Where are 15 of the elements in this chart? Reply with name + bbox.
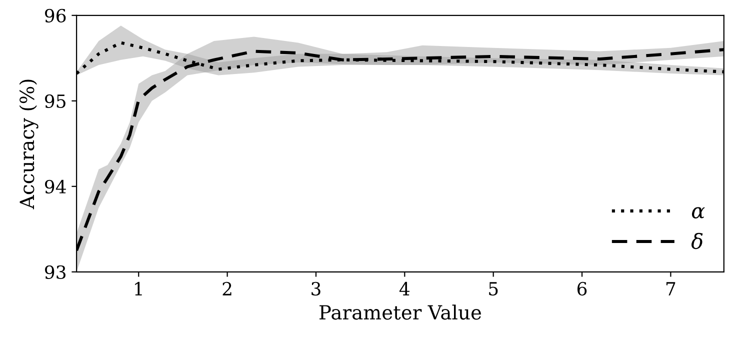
y-tick-label: 94 bbox=[44, 180, 66, 194]
y-tick-label: 93 bbox=[44, 265, 66, 280]
x-tick-label: 1 bbox=[135, 282, 142, 296]
legend-label: δ bbox=[691, 232, 703, 250]
x-tick-label: 7 bbox=[666, 282, 676, 296]
x-tick-label: 6 bbox=[577, 282, 587, 296]
x-tick-label: 2 bbox=[222, 282, 232, 296]
x-tick-label: 4 bbox=[399, 282, 410, 296]
x-axis-title: Parameter Value bbox=[320, 304, 482, 320]
y-tick-label: 96 bbox=[44, 8, 66, 23]
x-tick-label: 3 bbox=[312, 282, 320, 296]
y-tick-label: 95 bbox=[44, 94, 66, 108]
legend-label: α bbox=[692, 207, 705, 218]
x-tick-label: 5 bbox=[489, 282, 498, 296]
y-axis-title: Accuracy (%) bbox=[19, 80, 38, 210]
